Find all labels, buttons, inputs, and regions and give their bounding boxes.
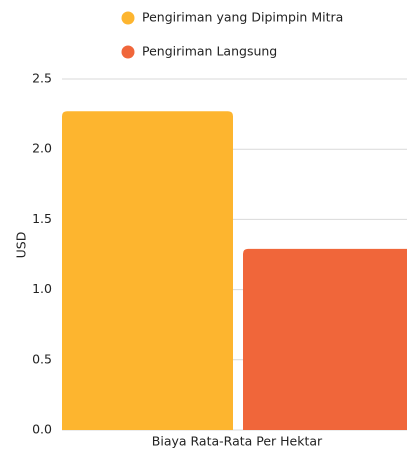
legend-label: Pengiriman yang Dipimpin Mitra — [142, 10, 343, 25]
bar — [62, 111, 233, 431]
y-tick-label: 1.5 — [32, 211, 52, 226]
y-axis-label: USD — [14, 232, 29, 259]
legend-swatch — [121, 11, 135, 25]
legend-swatch — [121, 45, 135, 59]
x-tick-label: Biaya Rata-Rata Per Hektar — [152, 434, 323, 449]
y-tick-label: 0.0 — [32, 422, 52, 437]
y-tick-label: 2.0 — [32, 141, 52, 156]
legend-label: Pengiriman Langsung — [142, 44, 277, 59]
y-tick-label: 1.0 — [32, 281, 52, 296]
y-tick-label: 0.5 — [32, 351, 52, 366]
bar — [243, 248, 407, 430]
y-tick-label: 2.5 — [32, 71, 52, 86]
